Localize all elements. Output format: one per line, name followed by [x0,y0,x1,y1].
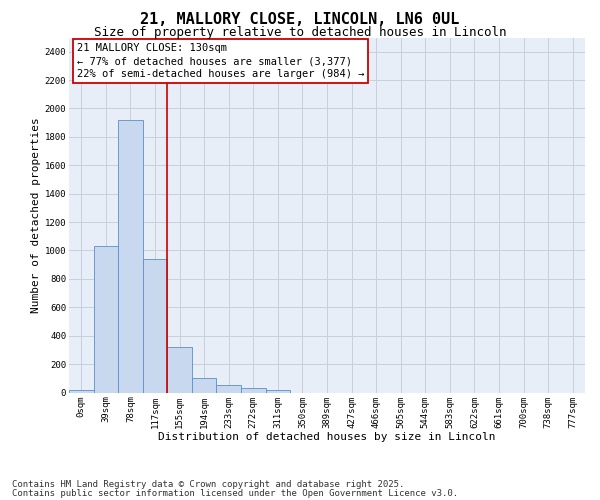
Bar [118,120,143,392]
Text: Contains public sector information licensed under the Open Government Licence v3: Contains public sector information licen… [12,489,458,498]
Y-axis label: Number of detached properties: Number of detached properties [31,117,41,313]
Bar [69,390,94,392]
Text: Size of property relative to detached houses in Lincoln: Size of property relative to detached ho… [94,26,506,39]
Bar [167,347,192,393]
Bar [143,259,167,392]
Bar [217,386,241,392]
Bar [241,388,266,392]
X-axis label: Distribution of detached houses by size in Lincoln: Distribution of detached houses by size … [158,432,496,442]
Bar [192,378,217,392]
Bar [266,390,290,392]
Text: Contains HM Land Registry data © Crown copyright and database right 2025.: Contains HM Land Registry data © Crown c… [12,480,404,489]
Bar [94,246,118,392]
Text: 21, MALLORY CLOSE, LINCOLN, LN6 0UL: 21, MALLORY CLOSE, LINCOLN, LN6 0UL [140,12,460,28]
Text: 21 MALLORY CLOSE: 130sqm
← 77% of detached houses are smaller (3,377)
22% of sem: 21 MALLORY CLOSE: 130sqm ← 77% of detach… [77,43,364,79]
